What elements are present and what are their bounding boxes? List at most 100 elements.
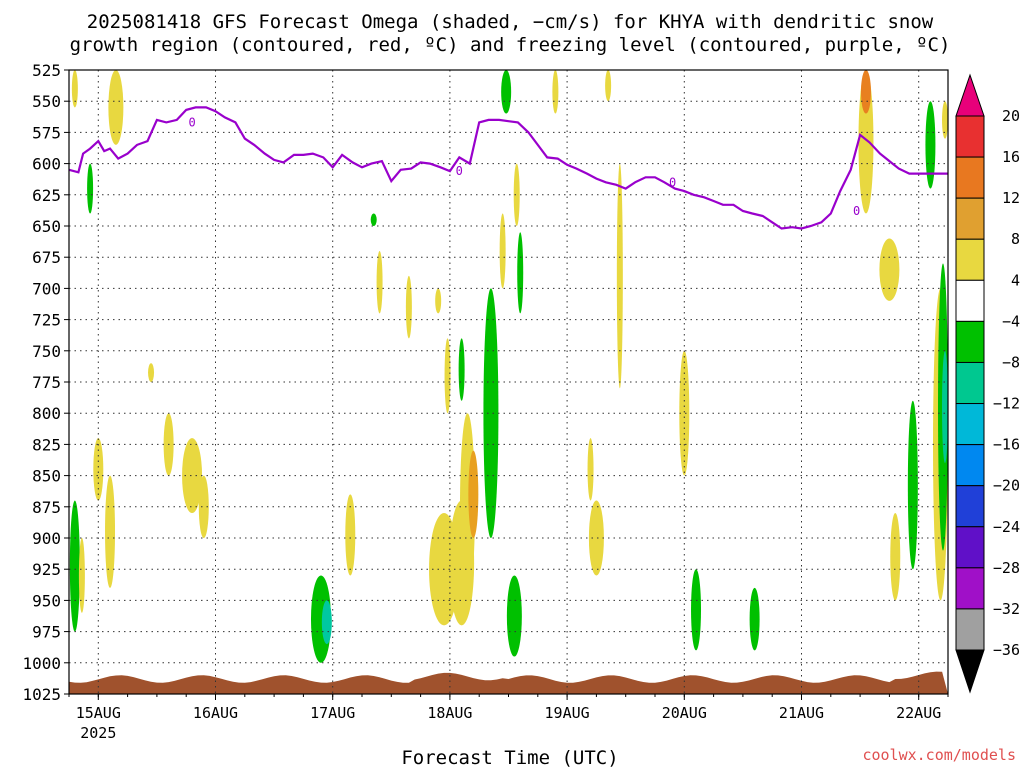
- omega-shade-region: [517, 232, 524, 314]
- colorbar-label: 8: [1011, 230, 1020, 248]
- colorbar-top-arrow: [955, 73, 985, 117]
- colorbar: 20 16 12 8 4 −4 −8 −12 −16 −20 −24 −28 −32 −36: [955, 73, 1020, 694]
- chart-title-line2: growth region (contoured, red, ºC) and f…: [70, 34, 951, 56]
- colorbar-box: [955, 567, 985, 610]
- x-year-label: 2025: [80, 724, 116, 742]
- y-tick-label: 550: [32, 92, 61, 111]
- x-axis: 15AUG 16AUG 17AUG 18AUG 19AUG 20AUG 21AUG 22AUG…: [68, 694, 949, 742]
- y-tick-label: 950: [32, 591, 61, 610]
- omega-shade-region: [605, 70, 612, 102]
- omega-shade-region: [691, 569, 702, 651]
- colorbar-label: −20: [993, 477, 1020, 495]
- colorbar-label: −12: [993, 395, 1020, 413]
- colorbar-label: −36: [993, 641, 1020, 659]
- colorbar-box: [955, 279, 985, 322]
- omega-shade-region: [907, 400, 918, 570]
- omega-shade-region: [182, 438, 203, 514]
- terrain-layer: [69, 671, 948, 694]
- omega-shade-region: [468, 450, 479, 538]
- colorbar-label: −4: [1002, 312, 1020, 330]
- omega-shade-region: [860, 70, 871, 114]
- colorbar-label: 4: [1011, 271, 1020, 289]
- x-tick-label: 16AUG: [193, 704, 238, 722]
- omega-shade-region: [587, 438, 594, 501]
- x-tick-label: 15AUG: [76, 704, 121, 722]
- freezing-level-label: 0: [188, 115, 195, 129]
- y-axis: 525 550 575 600 625 650 675 700 725 750 775 800 825 8…: [22, 61, 69, 704]
- omega-shade-region: [87, 163, 94, 214]
- y-tick-label: 925: [32, 560, 61, 579]
- omega-shade-region: [679, 350, 690, 476]
- y-tick-label: 525: [32, 61, 61, 80]
- omega-shade-region: [942, 350, 948, 464]
- freezing-level-label: 0: [669, 175, 676, 189]
- omega-shade-region: [588, 500, 604, 576]
- colorbar-bottom-arrow: [955, 649, 985, 694]
- omega-shading-layer: [69, 69, 948, 663]
- omega-shade-region: [942, 101, 948, 139]
- omega-shade-region: [198, 475, 209, 538]
- y-tick-label: 800: [32, 404, 61, 423]
- omega-shade-region: [458, 338, 465, 401]
- y-tick-label: 850: [32, 467, 61, 486]
- colorbar-label: 20: [1002, 107, 1020, 125]
- omega-shade-region: [148, 363, 155, 383]
- terrain-surface: [69, 671, 948, 694]
- omega-shade-region: [435, 288, 442, 314]
- omega-shade-region: [370, 213, 377, 226]
- freezing-level-layer: 0 0 0 0: [68, 106, 948, 230]
- y-tick-label: 775: [32, 373, 61, 392]
- omega-shade-region: [879, 238, 900, 301]
- y-tick-label: 725: [32, 311, 61, 330]
- omega-shade-region: [506, 575, 522, 657]
- y-tick-label: 675: [32, 248, 61, 267]
- colorbar-box: [955, 156, 985, 199]
- colorbar-box: [955, 320, 985, 363]
- omega-shade-region: [925, 101, 936, 189]
- omega-shade-region: [616, 163, 623, 389]
- x-tick-label: 21AUG: [779, 704, 824, 722]
- colorbar-box: [955, 526, 985, 569]
- y-tick-label: 1000: [22, 654, 61, 673]
- omega-shade-region: [483, 288, 499, 538]
- freezing-level-label: 0: [853, 204, 860, 218]
- omega-shade-region: [108, 70, 124, 145]
- y-tick-label: 625: [32, 186, 61, 205]
- omega-shade-region: [405, 275, 412, 339]
- colorbar-label: −24: [993, 518, 1020, 536]
- colorbar-box: [955, 485, 985, 528]
- y-tick-label: 900: [32, 529, 61, 548]
- omega-shade-region: [71, 70, 78, 108]
- colorbar-box: [955, 115, 985, 158]
- colorbar-label: −28: [993, 559, 1020, 577]
- y-tick-label: 650: [32, 217, 61, 236]
- chart-title-line1: 2025081418 GFS Forecast Omega (shaded, −…: [87, 11, 934, 33]
- colorbar-box: [955, 361, 985, 405]
- colorbar-box: [955, 403, 985, 446]
- omega-shade-region: [444, 338, 451, 414]
- omega-shade-region: [93, 438, 104, 501]
- colorbar-label: 16: [1002, 148, 1020, 166]
- credit-label: coolwx.com/models: [862, 746, 1016, 764]
- x-axis-label: Forecast Time (UTC): [401, 747, 618, 768]
- colorbar-label: 12: [1002, 189, 1020, 207]
- omega-shade-region: [321, 600, 332, 645]
- x-tick-label: 20AUG: [662, 704, 707, 722]
- y-tick-label: 700: [32, 279, 61, 298]
- omega-shade-region: [345, 494, 356, 576]
- omega-shade-region: [499, 213, 506, 289]
- omega-shade-region: [501, 70, 512, 114]
- x-tick-label: 17AUG: [310, 704, 355, 722]
- omega-shade-region: [552, 70, 559, 114]
- freezing-level-label: 0: [456, 164, 463, 178]
- omega-shade-region: [513, 163, 520, 226]
- y-tick-label: 825: [32, 435, 61, 454]
- colorbar-box: [955, 444, 985, 487]
- colorbar-label: −32: [993, 600, 1020, 618]
- omega-shade-region: [69, 500, 80, 632]
- omega-shade-region: [78, 538, 85, 613]
- y-tick-label: 750: [32, 342, 61, 361]
- y-tick-label: 600: [32, 155, 61, 174]
- colorbar-box: [955, 238, 985, 281]
